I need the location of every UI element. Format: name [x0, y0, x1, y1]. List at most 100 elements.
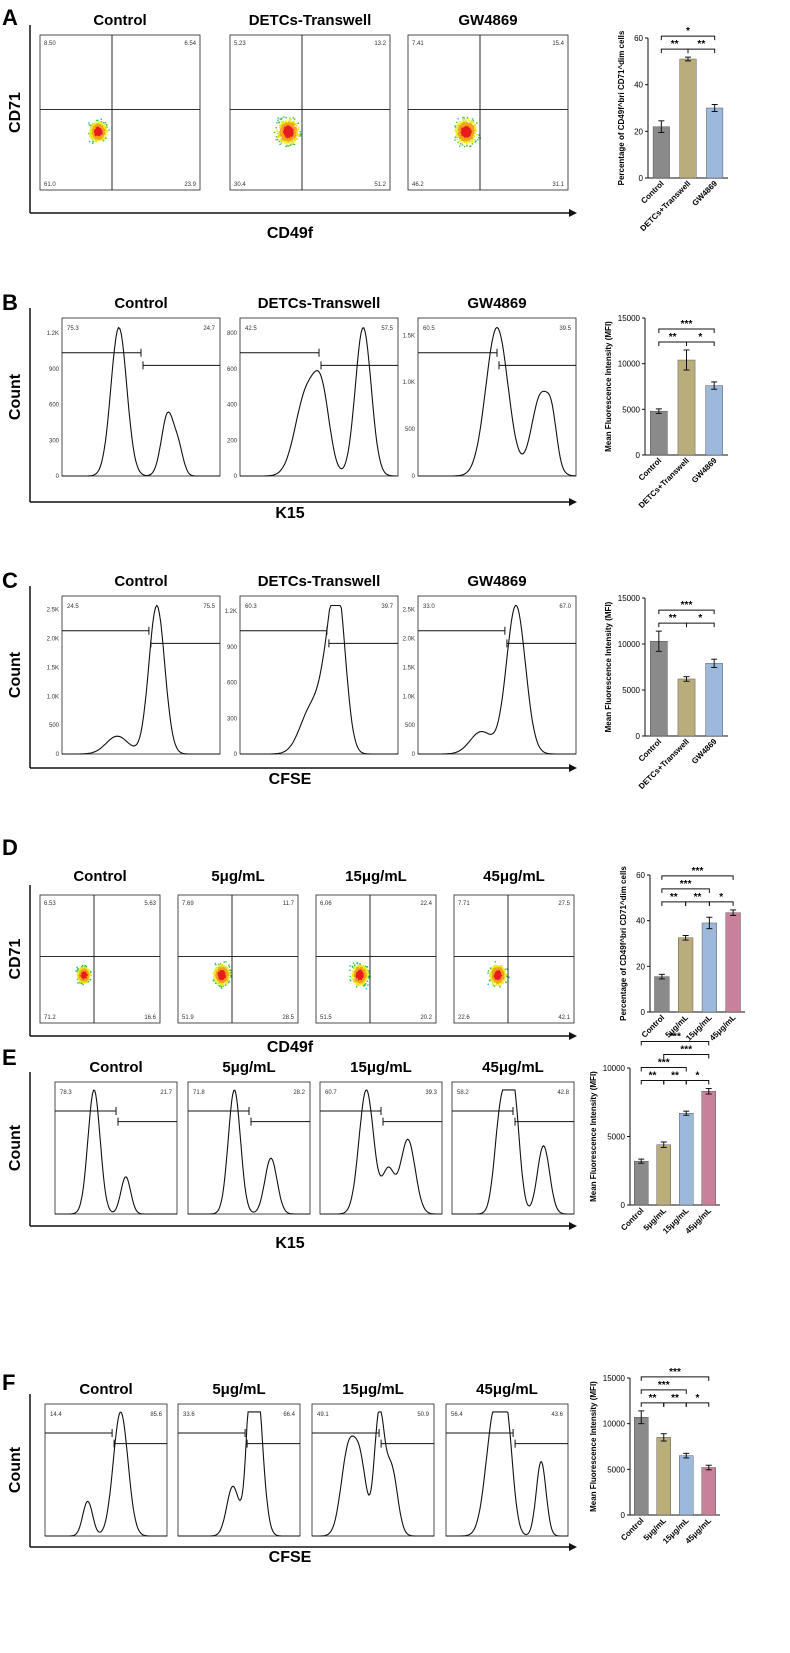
- event-dot: [294, 140, 296, 142]
- event-dot: [471, 130, 473, 132]
- event-dot: [277, 117, 279, 119]
- event-dot: [79, 978, 81, 980]
- event-dot: [279, 126, 282, 128]
- event-dot: [468, 119, 470, 122]
- event-dot: [461, 129, 463, 132]
- event-dot: [91, 126, 94, 128]
- event-dot: [290, 121, 293, 123]
- event-dot: [288, 145, 290, 147]
- gate-left-pct: 60.5: [423, 326, 435, 332]
- event-dot: [290, 128, 292, 130]
- event-dot: [454, 139, 456, 141]
- event-dot: [213, 980, 215, 982]
- plot-title: Control: [114, 295, 167, 312]
- event-dot: [229, 969, 231, 971]
- event-dot: [294, 130, 296, 132]
- event-dot: [477, 139, 479, 141]
- sig-stars: *: [686, 26, 690, 37]
- event-dot: [292, 123, 294, 126]
- event-dot: [470, 133, 473, 136]
- event-dot: [85, 971, 87, 974]
- event-dot: [273, 131, 276, 134]
- event-dot: [284, 134, 287, 136]
- event-dot: [471, 129, 473, 132]
- bar: [705, 663, 723, 737]
- event-dot: [473, 132, 476, 134]
- hist-ytick: 600: [49, 403, 60, 409]
- event-dot: [293, 120, 295, 122]
- bar-ytick-label: 0: [639, 174, 644, 183]
- event-dot: [228, 971, 230, 973]
- event-dot: [220, 972, 222, 975]
- event-dot: [92, 139, 94, 141]
- sig-stars: **: [697, 39, 705, 50]
- event-dot: [76, 969, 79, 971]
- event-dot: [82, 973, 84, 975]
- event-dot: [470, 134, 472, 137]
- event-dot: [225, 968, 228, 971]
- event-dot: [463, 117, 465, 119]
- event-dot: [284, 137, 286, 139]
- event-dot: [223, 977, 225, 979]
- event-dot: [88, 971, 90, 974]
- event-dot: [226, 977, 228, 979]
- event-dot: [103, 140, 105, 142]
- bar-category-label: DETCs+Transwell: [638, 179, 692, 233]
- event-dot: [78, 973, 81, 976]
- event-dot: [461, 123, 463, 126]
- event-dot: [469, 130, 472, 132]
- event-dot: [95, 135, 97, 138]
- event-dot: [290, 123, 292, 125]
- plot-title: DETCs-Transwell: [249, 12, 372, 29]
- event-dot: [95, 137, 98, 140]
- event-dot: [78, 976, 80, 978]
- panel-letter: C: [2, 568, 18, 593]
- event-dot: [219, 968, 221, 971]
- event-dot: [275, 136, 278, 138]
- event-dot: [215, 974, 217, 976]
- event-dot: [84, 979, 87, 981]
- event-dot: [288, 137, 290, 140]
- event-dot: [86, 968, 89, 970]
- event-dot: [220, 970, 222, 972]
- event-dot: [287, 122, 289, 124]
- event-dot: [87, 977, 89, 980]
- event-dot: [279, 118, 281, 120]
- event-dot: [218, 979, 221, 982]
- sig-bracket: [660, 35, 716, 41]
- event-dot: [294, 131, 297, 133]
- event-dot: [82, 979, 84, 981]
- bar-category-label: Control: [637, 737, 663, 763]
- event-dot: [98, 133, 101, 135]
- event-dot: [86, 974, 88, 976]
- event-dot: [472, 126, 475, 128]
- event-dot: [99, 139, 101, 141]
- event-dot: [458, 129, 460, 131]
- event-dot: [291, 137, 294, 139]
- event-dot: [106, 133, 108, 136]
- event-dot: [95, 130, 97, 132]
- event-dot: [95, 133, 98, 135]
- event-dot: [97, 138, 99, 140]
- hist-ytick: 1.0K: [47, 694, 59, 700]
- event-dot: [85, 965, 88, 968]
- event-dot: [215, 982, 217, 984]
- plot-title: 15μg/mL: [345, 868, 407, 885]
- event-dot: [96, 124, 98, 127]
- hist-ytick: 1.5K: [47, 665, 59, 671]
- hist-ytick: 900: [227, 645, 238, 651]
- event-dot: [285, 127, 287, 129]
- event-dot: [291, 122, 293, 124]
- event-dot: [296, 138, 298, 140]
- event-dot: [282, 132, 284, 134]
- event-dot: [478, 137, 480, 139]
- event-dot: [473, 122, 475, 124]
- event-dot: [98, 126, 100, 128]
- event-dot: [79, 969, 81, 971]
- event-dot: [104, 133, 107, 135]
- event-dot: [476, 122, 478, 124]
- event-dot: [468, 134, 470, 136]
- event-dot: [289, 129, 291, 131]
- event-dot: [85, 980, 87, 982]
